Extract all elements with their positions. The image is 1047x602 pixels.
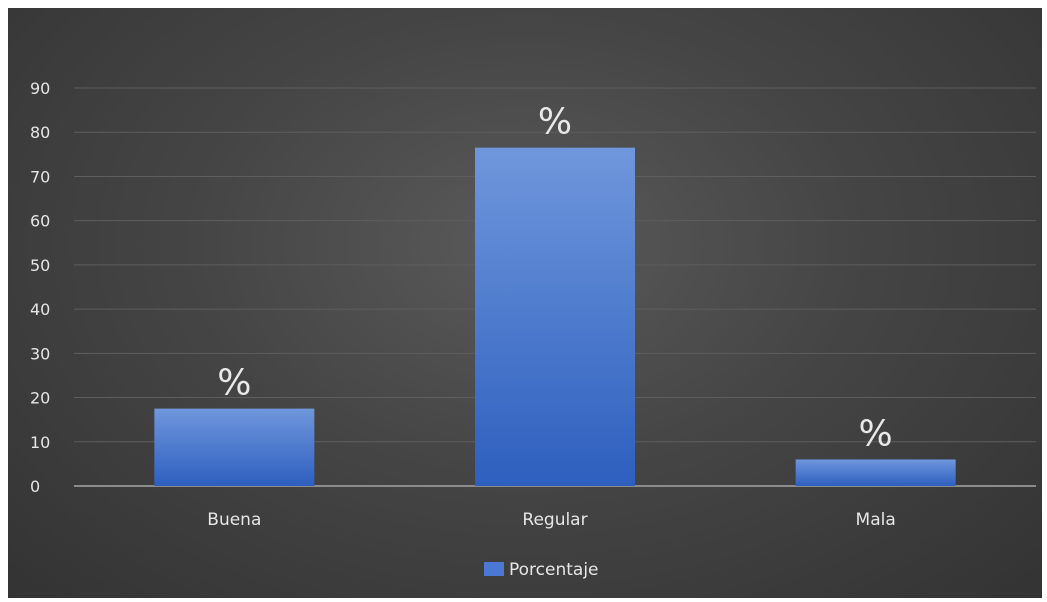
x-tick-label-buena: Buena (207, 510, 261, 530)
legend-label: Porcentaje (509, 560, 599, 580)
x-axis: Buena Regular Mala (207, 510, 895, 530)
data-label-mala: % (859, 413, 893, 454)
legend-swatch (484, 562, 504, 576)
y-tick-label-90: 90 (30, 79, 50, 98)
y-tick-label-20: 20 (30, 389, 50, 408)
data-label-regular: % (538, 102, 572, 143)
bar-regular (475, 147, 635, 486)
bar-mala (795, 459, 956, 486)
y-tick-label-50: 50 (30, 256, 50, 275)
y-tick-label-80: 80 (30, 123, 50, 142)
data-labels: %%% (217, 102, 893, 455)
y-tick-label-40: 40 (30, 300, 50, 319)
data-label-buena: % (217, 363, 251, 404)
x-tick-label-regular: Regular (522, 510, 587, 530)
x-tick-label-mala: Mala (856, 510, 896, 530)
legend: Porcentaje (484, 560, 599, 580)
y-axis: 0 10 20 30 40 50 60 70 80 90 (30, 79, 50, 496)
bars (154, 147, 956, 486)
y-tick-label-10: 10 (30, 433, 50, 452)
bar-chart: 0 10 20 30 40 50 60 70 80 90 %%% Buena Regular Mala… (30, 79, 1036, 580)
bar-buena (154, 408, 315, 486)
y-tick-label-70: 70 (30, 167, 50, 186)
chart-frame: 0 10 20 30 40 50 60 70 80 90 %%% Buena Regular Mala… (8, 8, 1042, 598)
y-tick-label-0: 0 (30, 477, 40, 496)
y-tick-label-60: 60 (30, 212, 50, 231)
y-tick-label-30: 30 (30, 344, 50, 363)
